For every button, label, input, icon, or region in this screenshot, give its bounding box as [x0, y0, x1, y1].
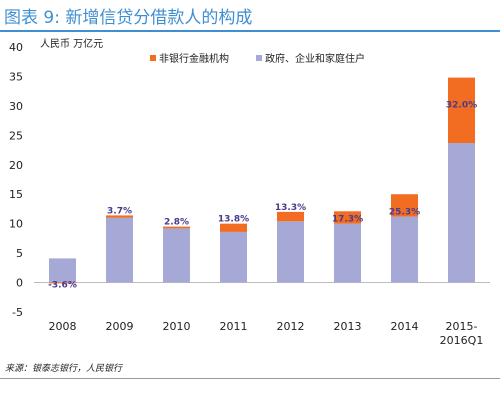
legend-swatch	[256, 55, 262, 61]
data-label: 17.3%	[332, 215, 363, 225]
source-note: 来源：银泰志银行，人民银行	[5, 364, 123, 374]
bar-nonbank	[448, 77, 475, 143]
x-tick-label: 2014	[391, 320, 419, 333]
y-tick-label: 10	[9, 218, 23, 231]
bottom-divider	[0, 378, 500, 379]
bar-household	[220, 231, 247, 283]
x-tick-label: 2016Q1	[440, 334, 484, 347]
legend-label: 政府、企业和家庭住户	[265, 52, 365, 65]
bar-nonbank	[391, 194, 418, 217]
y-tick-label: 5	[16, 247, 23, 260]
x-tick-label: 2011	[220, 320, 248, 333]
data-label: -3.6%	[48, 281, 77, 291]
bar-household	[49, 258, 76, 283]
bar-household	[391, 216, 418, 283]
y-tick-label: 20	[9, 159, 23, 172]
data-label: 13.3%	[275, 203, 306, 213]
x-tick-label: 2013	[334, 320, 362, 333]
bar-nonbank	[277, 211, 304, 222]
legend-swatch	[150, 55, 156, 61]
bar-nonbank	[106, 215, 133, 218]
y-tick-label: 15	[9, 188, 23, 201]
bar-nonbank	[220, 223, 247, 232]
data-label: 25.3%	[389, 208, 420, 218]
bar-household	[106, 217, 133, 283]
data-label: 13.8%	[218, 215, 249, 225]
chart-title: 图表 9: 新增信贷分借款人的构成	[4, 8, 253, 28]
x-tick-label: 2012	[277, 320, 305, 333]
y-tick-label: 0	[16, 277, 23, 290]
x-tick-label: 2009	[106, 320, 134, 333]
x-tick-label: 2010	[163, 320, 191, 333]
y-tick-label: 25	[9, 129, 23, 142]
bar-household	[448, 142, 475, 283]
y-tick-label: -5	[12, 306, 23, 319]
data-label: 3.7%	[107, 206, 132, 216]
y-tick-label: 35	[9, 70, 23, 83]
legend-label: 非银行金融机构	[159, 52, 229, 65]
data-label: 2.8%	[164, 218, 189, 228]
data-label: 32.0%	[446, 101, 477, 111]
y-axis-label: 人民币 万亿元	[40, 37, 103, 50]
bar-household	[163, 228, 190, 283]
y-tick-label: 30	[9, 100, 23, 113]
bar-nonbank	[49, 282, 76, 284]
x-tick-label: 2015-	[446, 320, 478, 333]
x-tick-label: 2008	[49, 320, 77, 333]
bar-nonbank	[334, 211, 361, 224]
bar-household	[277, 221, 304, 283]
y-tick-label: 40	[9, 41, 23, 54]
bar-nonbank	[163, 226, 190, 229]
bar-household	[334, 223, 361, 283]
title-divider	[0, 30, 500, 32]
